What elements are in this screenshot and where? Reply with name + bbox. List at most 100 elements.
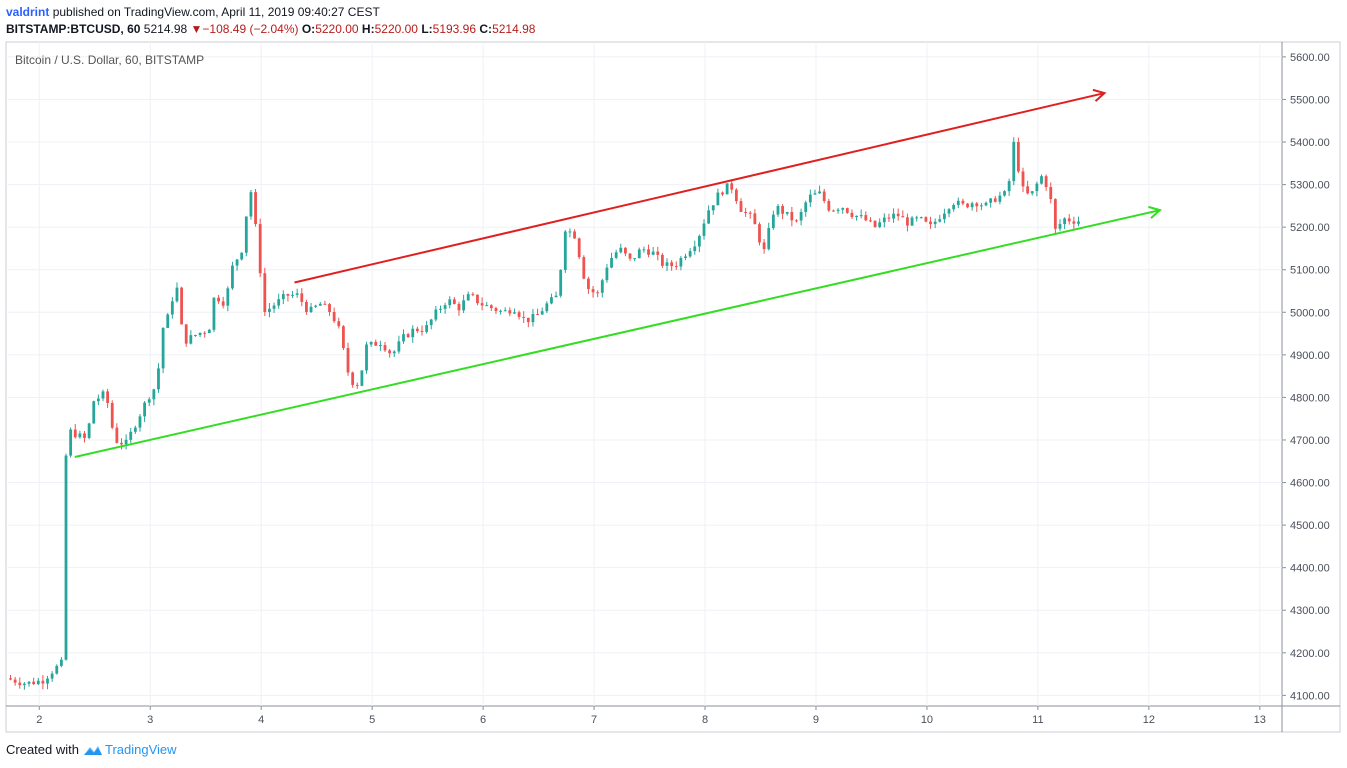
- candle-down: [628, 253, 632, 259]
- candle-up: [767, 228, 771, 250]
- candle-down: [305, 301, 308, 313]
- candle-down: [517, 312, 521, 317]
- candle-down: [721, 192, 724, 195]
- time-tick-label: 8: [702, 714, 708, 726]
- candle-down: [1053, 199, 1057, 229]
- candle-up: [27, 681, 31, 684]
- author-link[interactable]: valdrint: [6, 5, 50, 19]
- tradingview-logo-icon: [83, 745, 102, 755]
- price-tick-label: 4500.00: [1290, 520, 1330, 532]
- candles: [9, 137, 1080, 690]
- tradingview-link[interactable]: TradingView: [104, 742, 177, 757]
- open-label: O:: [301, 22, 316, 36]
- candle-down: [217, 297, 220, 302]
- candle-up: [194, 335, 197, 337]
- price-chart[interactable]: 5600.00 5500.00 5400.00 5300.00 5200.00 5100.…: [0, 0, 1347, 740]
- candle-up: [633, 258, 637, 260]
- price-tick-label: 4600.00: [1290, 478, 1330, 490]
- candle-down: [896, 213, 900, 217]
- candle-down: [961, 200, 965, 204]
- candle-down: [221, 301, 225, 306]
- candle-up: [697, 235, 701, 247]
- candle-down: [827, 200, 831, 211]
- ohlc-legend: BITSTAMP:BTCUSD, 60 5214.98 ▼−108.49 (−2…: [6, 22, 535, 36]
- close-value: 5214.98: [492, 22, 536, 36]
- candle-up: [915, 217, 919, 219]
- time-tick-label: 5: [369, 714, 375, 726]
- candle-down: [850, 212, 854, 218]
- chart-title: Bitcoin / U.S. Dollar, 60, BITSTAMP: [15, 53, 205, 67]
- price-tick-label: 4100.00: [1290, 690, 1330, 702]
- last-price: 5214.98: [143, 22, 188, 36]
- time-tick-label: 3: [147, 714, 153, 726]
- candle-down: [323, 303, 327, 305]
- candle-down: [351, 372, 355, 385]
- candle-down: [328, 304, 331, 312]
- candle-down: [753, 213, 757, 225]
- candle-up: [1003, 191, 1006, 196]
- price-tick-label: 5200.00: [1290, 222, 1330, 234]
- candle-up: [1077, 221, 1080, 224]
- candle-up: [133, 427, 137, 432]
- candle-up: [64, 455, 68, 660]
- candle-up: [240, 252, 244, 260]
- price-axis[interactable]: 5600.00 5500.00 5400.00 5300.00 5200.00 5100.…: [1282, 52, 1330, 702]
- candle-down: [845, 208, 849, 213]
- publish-text: published on TradingView.com, April 11, …: [52, 5, 380, 19]
- trendlines: [74, 88, 1162, 458]
- candle-down: [32, 681, 36, 685]
- grid: [6, 42, 1282, 706]
- candle-down: [106, 391, 110, 403]
- candle-up: [776, 206, 780, 215]
- candle-down: [18, 682, 22, 686]
- candle-down: [758, 224, 761, 243]
- candle-down: [924, 217, 928, 222]
- candle-up: [716, 192, 720, 206]
- candle-up: [771, 214, 775, 229]
- candle-up: [295, 293, 299, 295]
- candle-up: [411, 328, 415, 338]
- candle-up: [799, 211, 803, 221]
- price-tick-label: 5100.00: [1290, 265, 1330, 277]
- candle-up: [998, 195, 1002, 202]
- candle-up: [101, 391, 105, 399]
- price-tick-label: 4800.00: [1290, 392, 1330, 404]
- resistance-arrowhead: [1092, 88, 1107, 102]
- candle-up: [665, 262, 669, 266]
- candle-up: [725, 183, 729, 195]
- candle-up: [952, 205, 956, 210]
- candle-down: [415, 328, 419, 332]
- candle-up: [554, 295, 558, 298]
- candle-up: [369, 341, 373, 345]
- candle-down: [822, 191, 826, 201]
- candle-down: [508, 310, 512, 314]
- symbol-label: BITSTAMP:BTCUSD, 60: [6, 22, 141, 36]
- candle-up: [513, 312, 516, 314]
- candle-up: [808, 194, 812, 203]
- candle-down: [1072, 221, 1076, 224]
- candle-up: [281, 294, 285, 300]
- time-tick-label: 7: [591, 714, 597, 726]
- candle-down: [1049, 187, 1053, 200]
- candle-down: [887, 217, 891, 219]
- candle-down: [573, 231, 576, 239]
- time-axis[interactable]: 2 3 4 5 6 7 8 9 10 11 12 13: [36, 706, 1266, 726]
- candle-down: [661, 254, 664, 266]
- candle-down: [355, 384, 359, 386]
- candle-up: [69, 429, 73, 456]
- price-tick-label: 4200.00: [1290, 648, 1330, 660]
- candle-down: [966, 203, 969, 208]
- candle-down: [624, 247, 627, 254]
- candle-up: [226, 288, 230, 306]
- candle-down: [762, 242, 766, 250]
- candle-down: [906, 217, 909, 226]
- candle-down: [591, 289, 595, 293]
- candle-down: [781, 206, 785, 214]
- price-tick-label: 5600.00: [1290, 52, 1330, 64]
- candle-down: [346, 348, 350, 373]
- candle-up: [434, 309, 438, 320]
- candle-down: [41, 680, 45, 684]
- candle-up: [36, 680, 40, 685]
- candle-up: [314, 305, 318, 307]
- candle-down: [522, 316, 526, 318]
